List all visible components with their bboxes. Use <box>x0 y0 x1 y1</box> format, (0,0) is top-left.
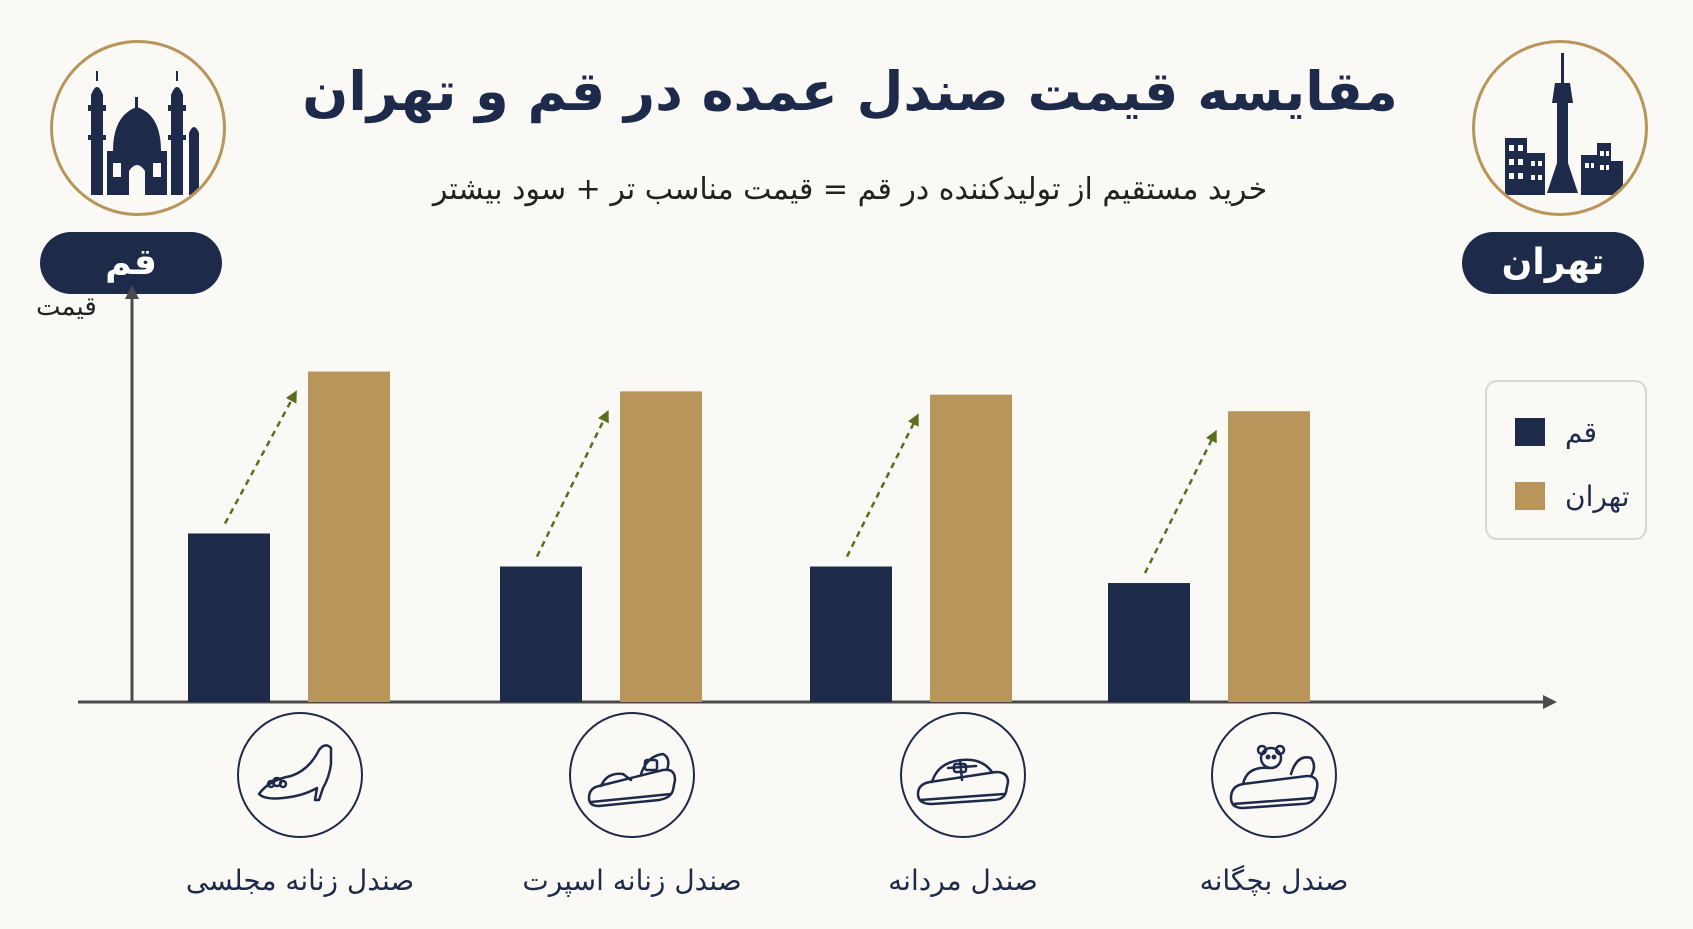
city-label-qom: قم <box>40 232 222 294</box>
bar-tehran-0 <box>308 371 390 702</box>
bar-qom-2 <box>810 566 892 702</box>
chart-legend: قم تهران <box>1485 380 1647 540</box>
trend-arrow-0 <box>223 390 297 525</box>
category-label: صندل زنانه مجلسی <box>185 864 415 897</box>
category-item-0: صندل زنانه مجلسی <box>170 712 430 897</box>
mens-slide-icon <box>900 712 1026 838</box>
trend-arrow-3 <box>1143 429 1217 574</box>
bar-qom-1 <box>500 566 582 702</box>
milad-tower-icon <box>1472 40 1648 216</box>
city-badge-qom: قم <box>40 40 240 294</box>
bar-tehran-3 <box>1228 411 1310 702</box>
legend-swatch-tehran <box>1515 482 1545 510</box>
legend-label-tehran: تهران <box>1565 479 1630 513</box>
bar-chart <box>78 285 1557 709</box>
bar-qom-3 <box>1108 583 1190 702</box>
page-title: مقایسه قیمت صندل عمده در قم و تهران <box>302 60 1398 123</box>
category-label: صندل بچگانه <box>1199 864 1349 897</box>
trend-arrow-1 <box>535 410 609 558</box>
category-label: صندل زنانه اسپرت <box>522 864 742 897</box>
trend-arrow-2 <box>845 413 919 558</box>
city-label-tehran: تهران <box>1462 232 1644 294</box>
heeled-sandal-icon <box>237 712 363 838</box>
city-badge-tehran: تهران <box>1462 40 1662 294</box>
mosque-icon <box>50 40 226 216</box>
category-item-1: صندل زنانه اسپرت <box>502 712 762 897</box>
sport-sandal-icon <box>569 712 695 838</box>
bar-tehran-2 <box>930 394 1012 702</box>
category-item-2: صندل مردانه <box>833 712 1093 897</box>
legend-item-tehran: تهران <box>1515 478 1635 514</box>
bar-qom-0 <box>188 533 270 702</box>
bar-tehran-1 <box>620 391 702 702</box>
y-axis-label: قیمت <box>36 292 97 322</box>
legend-swatch-qom <box>1515 418 1545 446</box>
page-subtitle: خرید مستقیم از تولیدکننده در قم = قیمت م… <box>432 172 1268 207</box>
category-item-3: صندل بچگانه <box>1144 712 1404 897</box>
legend-item-qom: قم <box>1515 414 1635 450</box>
kids-sandal-icon <box>1211 712 1337 838</box>
legend-label-qom: قم <box>1565 415 1598 449</box>
category-label: صندل مردانه <box>888 864 1038 897</box>
